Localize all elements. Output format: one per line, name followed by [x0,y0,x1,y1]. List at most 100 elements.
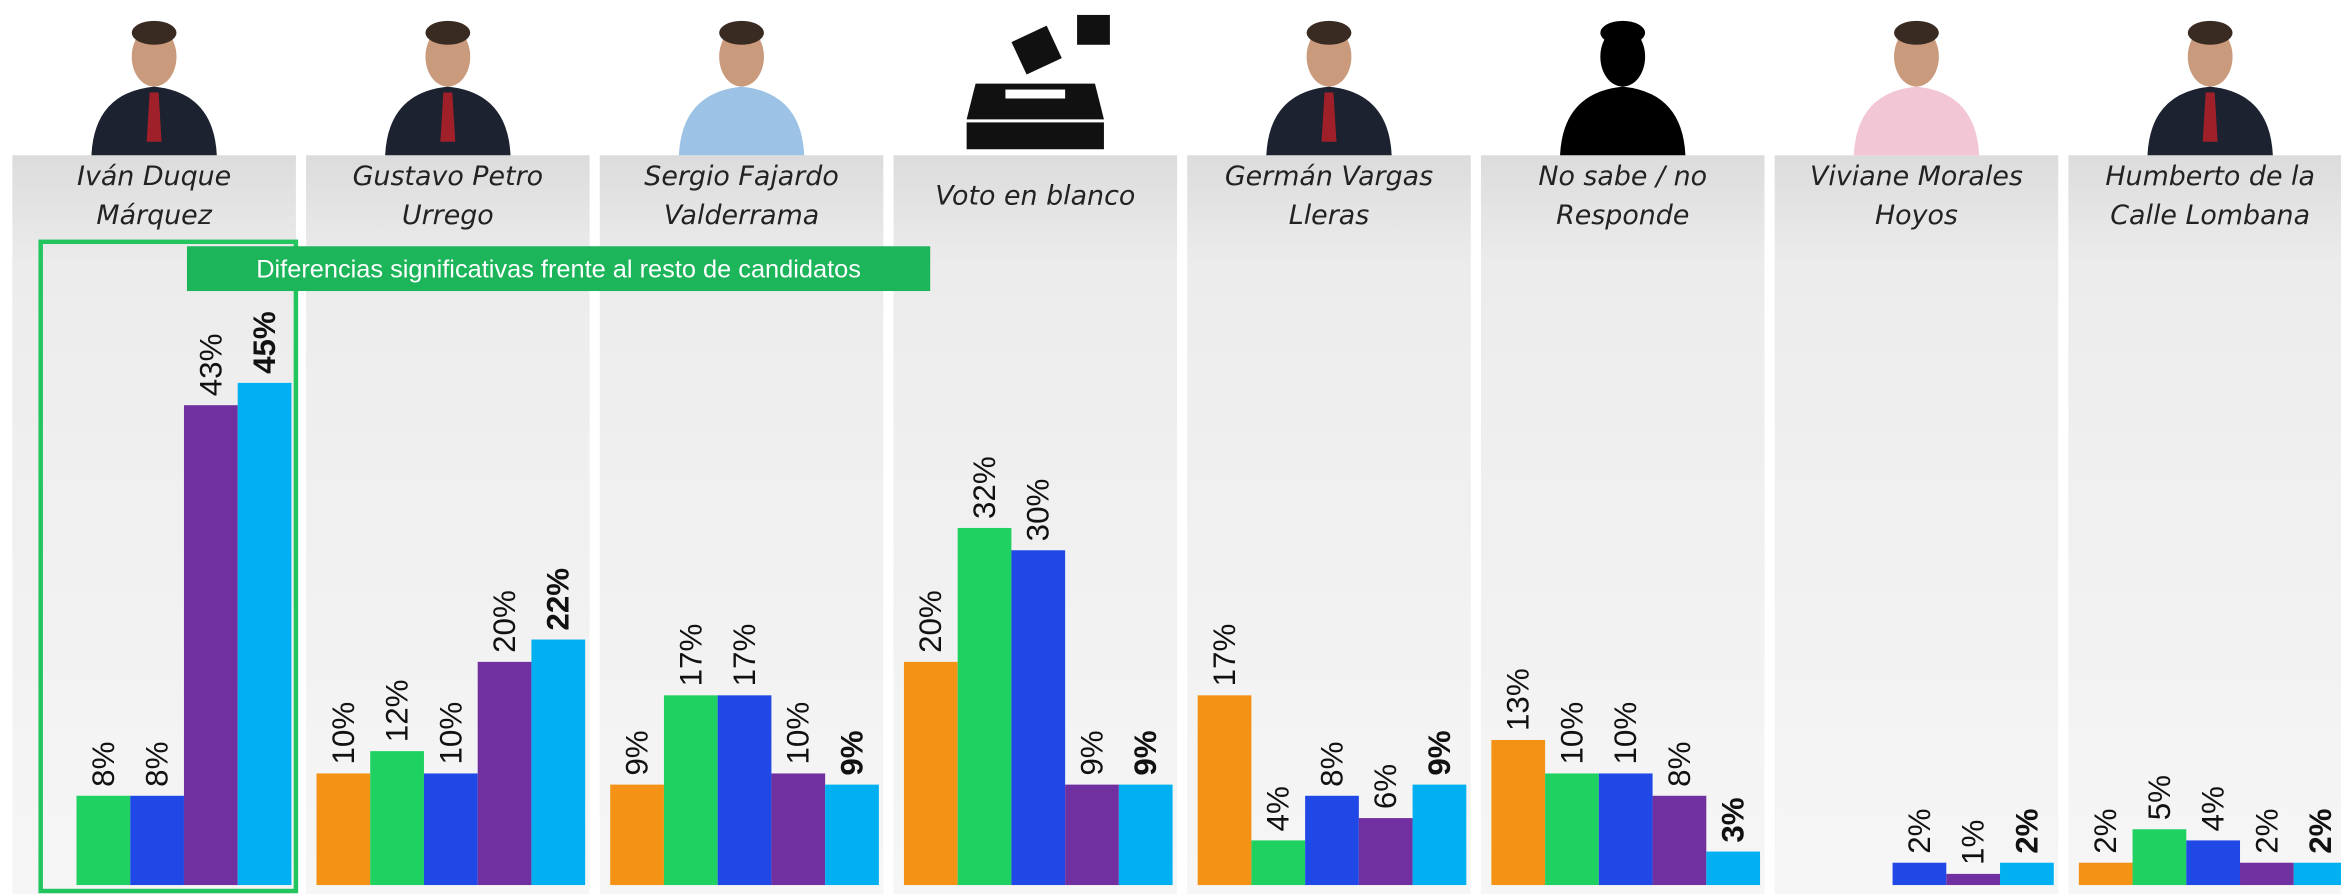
bar [2078,862,2133,886]
value-label: 10% [326,702,361,765]
portrait-hair [2187,20,2233,45]
value-label: 32% [967,456,1002,519]
ballot-hand [1011,25,1062,75]
bar [1412,784,1467,886]
value-label: 8% [1314,742,1349,787]
category-label-box: No sabe / no Responde [1538,161,1708,232]
highlight-frame [38,239,299,894]
portrait-hair [1894,20,1939,45]
value-label: 4% [2196,786,2231,831]
category-label: Germán Vargas Lleras [1224,161,1434,232]
bar [316,773,371,886]
category-label: Sergio Fajardo Valderrama [644,161,839,232]
bar [1197,695,1252,886]
bar [1946,873,2001,886]
bar [1598,773,1653,886]
category-label-box: Gustavo Petro Urrego [352,161,544,232]
category-label: Viviane Morales Hoyos [1809,161,2023,232]
ballot-base [966,122,1104,150]
bar [825,784,879,886]
bar [771,773,826,886]
value-label: 8% [1662,742,1697,787]
value-label: 43% [193,334,228,397]
bar [1892,862,1947,886]
annotation-box [186,246,931,292]
category-label: Voto en blanco [935,180,1136,212]
value-label: 9% [1074,730,1109,775]
bar [1118,784,1173,886]
category-label-box: Viviane Morales Hoyos [1809,161,2023,232]
value-label: 22% [541,568,576,631]
value-label: 2% [2249,808,2284,853]
value-label: 10% [1554,702,1589,765]
value-label: 1% [1956,820,1991,865]
portrait-tie [1321,92,1337,142]
value-label: 30% [1021,479,1056,542]
portrait-body [1853,86,1980,156]
category-label-box: Iván Duque Márquez [77,161,232,232]
value-label: 9% [1422,730,1457,775]
value-label: 9% [620,730,655,775]
bar [2240,862,2294,886]
bar [1305,795,1359,886]
value-label: 8% [140,742,175,787]
portrait-hair [131,20,177,45]
category-label: Gustavo Petro Urrego [352,161,544,232]
portrait-tie [146,92,162,142]
value-label: 3% [1716,797,1751,842]
category-label-box: Sergio Fajardo Valderrama [644,161,839,232]
portrait-body [1560,86,1686,156]
value-label: 20% [487,590,522,653]
bar [423,773,478,886]
portrait-tie [440,92,456,142]
bar [2000,862,2054,886]
bar [1251,840,1306,886]
category-label-box: Voto en blanco [935,180,1136,212]
value-label: 17% [1207,624,1242,687]
ballot-slot [1005,89,1066,99]
value-label: 6% [1368,764,1403,809]
value-label: 17% [673,624,708,687]
bar [610,784,664,886]
category-label-box: Germán Vargas Lleras [1224,161,1434,232]
ballot-paper [1077,14,1110,45]
bar [663,695,718,886]
portrait-hair [1600,20,1646,45]
value-label: 13% [1501,668,1536,731]
bar [183,405,238,886]
category-label-box: Humberto de la Calle Lombana [2105,161,2315,231]
portrait-hair [425,20,471,45]
bar [1491,739,1546,886]
bar [370,751,424,886]
bar [957,527,1012,886]
portrait-tie [2202,92,2218,142]
value-label: 9% [1128,730,1163,775]
bar [1358,818,1413,886]
bar [1706,851,1761,886]
panel [1774,155,2059,894]
value-label: 20% [913,590,948,653]
bar [76,795,131,886]
value-label: 9% [834,730,869,775]
portrait-body [678,86,805,156]
bar [237,382,292,886]
bar [1065,784,1119,886]
value-label: 2% [1902,808,1937,853]
bar [531,639,586,886]
category-label: No sabe / no Responde [1538,161,1708,232]
value-label: 8% [86,742,121,787]
portrait-hair [1306,20,1352,45]
ballot-box [966,83,1104,120]
value-label: 2% [2303,808,2338,853]
value-label: 2% [2009,808,2044,853]
bar [1011,550,1066,886]
category-label: Iván Duque Márquez [77,161,232,232]
portrait-hair [719,20,764,45]
value-label: 4% [1261,786,1296,831]
value-label: 10% [433,702,468,765]
bar [903,661,958,886]
bar [717,695,772,886]
value-label: 17% [727,624,762,687]
